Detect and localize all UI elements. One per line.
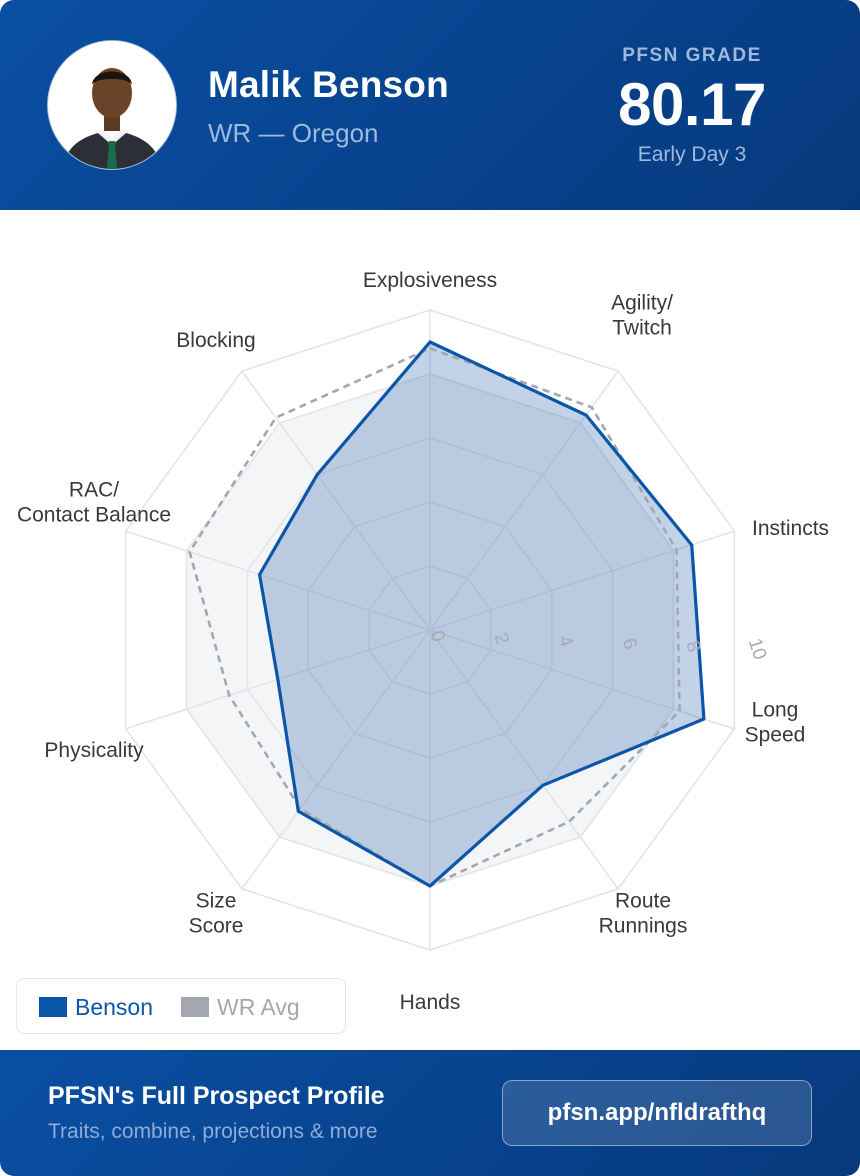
chart-legend: Benson WR Avg (16, 978, 346, 1034)
legend-swatch-player (39, 997, 67, 1017)
position-school: WR — Oregon (208, 118, 379, 148)
axis-label-8: RAC/Contact Balance (17, 479, 171, 527)
legend-label-average: WR Avg (217, 993, 300, 1020)
axis-label-line: Twitch (612, 317, 672, 340)
axis-label-0: Explosiveness (363, 269, 497, 292)
radar-chart-svg: 0 2 4 6 8 10ExplosivenessAgility/TwitchInstin… (17, 269, 829, 1014)
grid-spoke-2 (429, 530, 735, 631)
legend-item-average: WR Avg (181, 979, 300, 1035)
axis-label-4: Route Runnings (599, 890, 688, 938)
axis-label-line: Runnings (599, 915, 688, 938)
axis-label-line: Hands (400, 991, 461, 1014)
grid-spoke-4 (429, 629, 619, 890)
axis-label-7: Physicality (44, 739, 144, 762)
grid-spoke-3 (429, 629, 735, 730)
grid-spoke-8 (125, 530, 431, 631)
axis-label-line: Long (752, 699, 799, 722)
axis-label-line: Score (189, 915, 244, 938)
legend-item-player: Benson (39, 979, 153, 1035)
series-fill-benson (259, 342, 704, 886)
axis-label-2: Instincts (752, 517, 829, 540)
profile-header: Malik Benson WR — Oregon PFSN GRADE 80.1… (0, 0, 860, 210)
footer-title: PFSN's Full Prospect Profile (48, 1082, 385, 1110)
grade-label: PFSN GRADE (622, 45, 762, 66)
axis-label-line: Contact Balance (17, 504, 171, 527)
footer-subtitle: Traits, combine, projections & more (48, 1120, 378, 1143)
axis-label-line: Blocking (176, 329, 255, 352)
radar-chart: 0 2 4 6 8 10 Explosiveness Agility/Twitch Instin… (0, 210, 860, 1050)
axis-label-line: Physicality (44, 739, 144, 762)
axis-label-line: Size (196, 890, 237, 913)
prospect-profile-link-button[interactable]: pfsn.app/nfldrafthq (502, 1080, 812, 1146)
player-avatar (48, 41, 176, 169)
axis-label-line: Explosiveness (363, 269, 497, 292)
axis-label-line: Route (615, 890, 671, 913)
axis-label-1: Agility/Twitch (611, 292, 673, 340)
axis-label-5: Hands (400, 991, 461, 1014)
axis-label-line: Agility/ (611, 292, 673, 315)
player-name: Malik Benson (208, 64, 449, 105)
grade-tier: Early Day 3 (637, 143, 747, 166)
axis-label-3: Long Speed (745, 699, 806, 747)
player-headshot-icon (48, 41, 176, 169)
r-tick-label-10: 10 (744, 636, 771, 663)
axis-label-line: Speed (745, 724, 806, 747)
profile-footer: PFSN's Full Prospect Profile Traits, com… (0, 1050, 860, 1176)
legend-label-player: Benson (75, 993, 154, 1020)
axis-label-line: Instincts (752, 517, 829, 540)
series-line-benson (257, 340, 706, 888)
axis-label-6: Size Score (189, 890, 244, 938)
grade-value: 80.17 (618, 71, 766, 138)
axis-label-line: RAC/ (69, 479, 119, 502)
grid-spoke-6 (241, 629, 431, 890)
legend-swatch-average (181, 997, 209, 1017)
axis-label-9: Blocking (176, 329, 255, 352)
grid-spoke-9 (241, 370, 431, 631)
